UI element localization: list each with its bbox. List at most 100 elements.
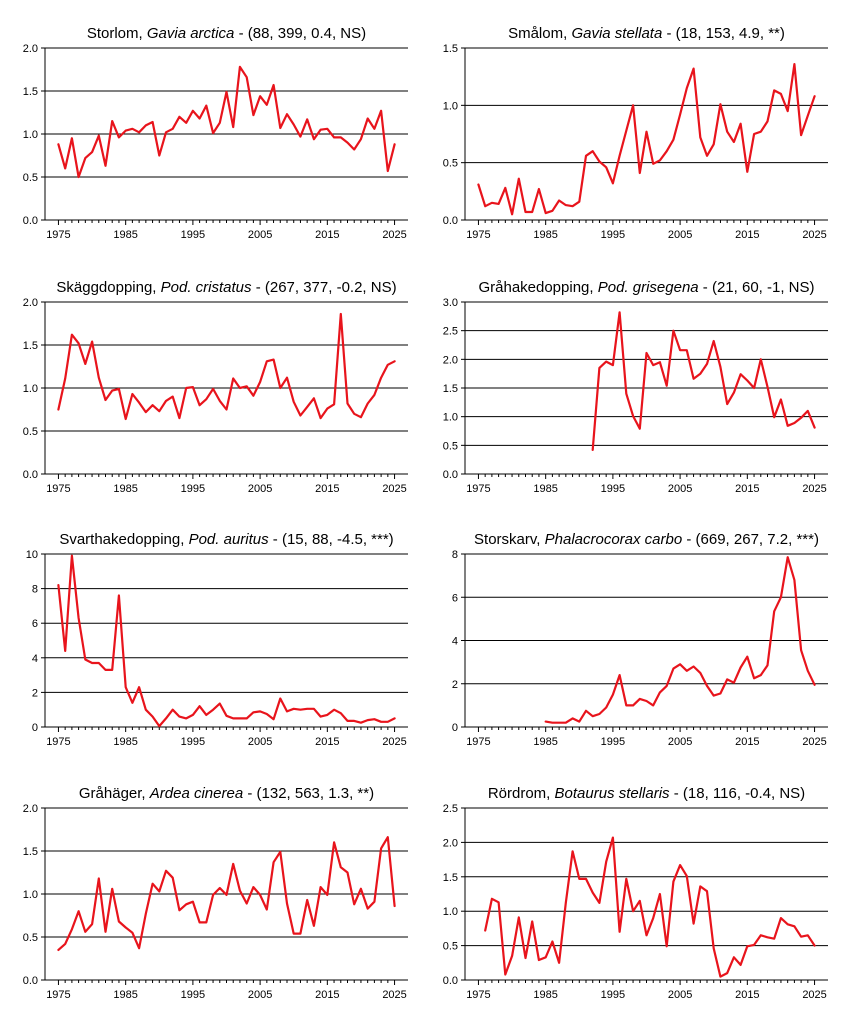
chart-title-part: Gavia stellata: [571, 25, 662, 42]
x-tick-label: 2015: [315, 736, 339, 748]
chart-title: Gråhäger, Ardea cinerea - (132, 563, 1.3…: [79, 785, 374, 802]
y-tick-label: 1.5: [443, 872, 458, 884]
x-tick-label: 1995: [181, 229, 205, 241]
y-tick-label: 2.0: [443, 354, 458, 366]
y-tick-label: 2.5: [443, 326, 458, 338]
x-tick-label: 2015: [735, 736, 759, 748]
x-tick-label: 2005: [248, 483, 272, 495]
y-tick-label: 0.0: [23, 975, 38, 987]
series-line: [57, 65, 396, 179]
y-tick-label: 2.0: [23, 43, 38, 55]
y-tick-label: 1.0: [443, 906, 458, 918]
x-tick-label: 1975: [46, 736, 70, 748]
x-tick-label: 1985: [533, 989, 557, 1001]
x-tick-label: 2025: [802, 229, 826, 241]
chart-title-part: Pod. grisegena: [598, 279, 699, 296]
y-tick-label: 2.0: [23, 297, 38, 309]
x-tick-label: 2015: [315, 989, 339, 1001]
chart-title-part: - (18, 153, 4.9, **): [662, 25, 785, 42]
y-tick-label: 10: [26, 549, 38, 561]
x-tick-label: 1985: [113, 989, 137, 1001]
chart-title-part: Gråhakedopping,: [478, 279, 597, 296]
series-line: [477, 62, 816, 216]
x-tick-label: 2005: [668, 229, 692, 241]
chart-panel-7: Gråhäger, Ardea cinerea - (132, 563, 1.3…: [23, 785, 408, 1001]
y-tick-label: 4: [32, 653, 38, 665]
x-tick-label: 1995: [181, 989, 205, 1001]
x-tick-label: 1975: [466, 483, 490, 495]
chart-title-part: Gråhäger,: [79, 785, 150, 802]
y-tick-label: 2.0: [443, 837, 458, 849]
chart-title: Storlom, Gavia arctica - (88, 399, 0.4, …: [87, 25, 366, 42]
chart-title-part: - (88, 399, 0.4, NS): [234, 25, 366, 42]
x-tick-label: 2025: [382, 483, 406, 495]
chart-title-part: Storlom,: [87, 25, 147, 42]
x-tick-label: 2005: [668, 736, 692, 748]
x-tick-label: 2025: [382, 736, 406, 748]
x-tick-label: 2015: [315, 229, 339, 241]
x-tick-label: 2005: [248, 229, 272, 241]
y-tick-label: 1.5: [23, 86, 38, 98]
x-tick-label: 2005: [248, 736, 272, 748]
chart-title-part: - (669, 267, 7.2, ***): [682, 531, 819, 548]
y-tick-label: 0.5: [23, 172, 38, 184]
y-tick-label: 0.5: [443, 941, 458, 953]
chart-title-part: - (267, 377, -0.2, NS): [252, 279, 397, 296]
y-tick-label: 2: [32, 687, 38, 699]
x-tick-label: 2025: [802, 989, 826, 1001]
y-tick-label: 1.5: [23, 846, 38, 858]
y-tick-label: 0.5: [23, 932, 38, 944]
chart-title: Rördrom, Botaurus stellaris - (18, 116, …: [488, 785, 805, 802]
x-tick-label: 1975: [466, 736, 490, 748]
chart-title-part: Svarthakedopping,: [59, 531, 188, 548]
chart-title-part: - (18, 116, -0.4, NS): [670, 785, 806, 802]
x-tick-label: 1975: [46, 229, 70, 241]
x-tick-label: 1985: [533, 229, 557, 241]
chart-title-part: Pod. cristatus: [161, 279, 252, 296]
chart-title: Smålom, Gavia stellata - (18, 153, 4.9, …: [508, 25, 785, 42]
chart-panel-5: Svarthakedopping, Pod. auritus - (15, 88…: [26, 531, 408, 748]
series-line: [57, 836, 396, 952]
x-tick-label: 1975: [466, 229, 490, 241]
chart-title-part: Phalacrocorax carbo: [545, 531, 683, 548]
x-tick-label: 2015: [735, 989, 759, 1001]
chart-panel-6: Storskarv, Phalacrocorax carbo - (669, 2…: [452, 531, 828, 748]
chart-title-part: Pod. auritus: [189, 531, 270, 548]
y-tick-label: 1.5: [443, 383, 458, 395]
chart-title-part: Smålom,: [508, 25, 571, 42]
chart-title: Gråhakedopping, Pod. grisegena - (21, 60…: [478, 279, 814, 296]
y-tick-label: 8: [32, 584, 38, 596]
x-tick-label: 2005: [668, 483, 692, 495]
y-tick-label: 0: [32, 722, 38, 734]
y-tick-label: 0.0: [443, 215, 458, 227]
y-tick-label: 2: [452, 679, 458, 691]
y-tick-label: 8: [452, 549, 458, 561]
series-line: [57, 554, 396, 728]
chart-panel-2: Smålom, Gavia stellata - (18, 153, 4.9, …: [443, 25, 828, 241]
x-tick-label: 1995: [601, 989, 625, 1001]
chart-panel-3: Skäggdopping, Pod. cristatus - (267, 377…: [23, 279, 408, 495]
y-tick-label: 1.5: [443, 43, 458, 55]
y-tick-label: 1.0: [443, 412, 458, 424]
x-tick-label: 1985: [113, 483, 137, 495]
y-tick-label: 1.0: [23, 383, 38, 395]
x-tick-label: 2015: [735, 483, 759, 495]
x-tick-label: 1995: [181, 483, 205, 495]
chart-panel-1: Storlom, Gavia arctica - (88, 399, 0.4, …: [23, 25, 408, 241]
chart-title-part: - (21, 60, -1, NS): [699, 279, 815, 296]
chart-panel-8: Rördrom, Botaurus stellaris - (18, 116, …: [443, 785, 828, 1001]
x-tick-label: 1985: [533, 483, 557, 495]
y-tick-label: 0.0: [443, 975, 458, 987]
chart-panel-4: Gråhakedopping, Pod. grisegena - (21, 60…: [443, 279, 828, 495]
y-tick-label: 3.0: [443, 297, 458, 309]
y-tick-label: 1.0: [23, 889, 38, 901]
y-tick-label: 4: [452, 636, 458, 648]
chart-title-part: Ardea cinerea: [149, 785, 243, 802]
chart-title: Skäggdopping, Pod. cristatus - (267, 377…: [56, 279, 396, 296]
y-tick-label: 0.0: [443, 469, 458, 481]
y-tick-label: 2.0: [23, 803, 38, 815]
chart-title-part: - (15, 88, -4.5, ***): [269, 531, 394, 548]
y-tick-label: 0.0: [23, 469, 38, 481]
x-tick-label: 1995: [181, 736, 205, 748]
y-tick-label: 1.0: [443, 100, 458, 112]
